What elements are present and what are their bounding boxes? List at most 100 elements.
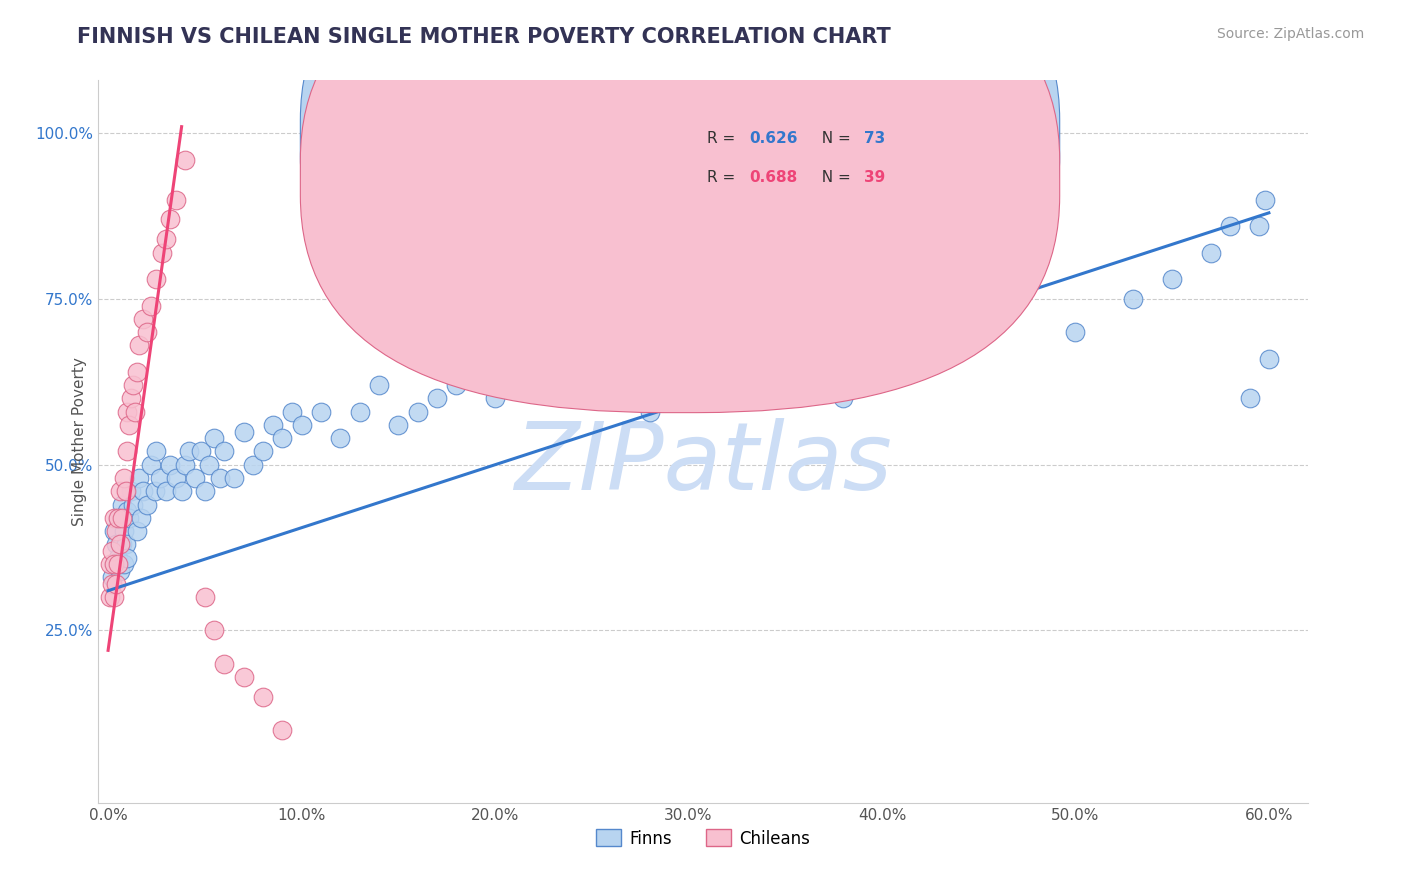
Point (108, 537, 131, 551)
Point (561, 378, 583, 392)
FancyBboxPatch shape (637, 102, 963, 211)
Text: N =: N = (811, 130, 855, 145)
Text: Source: ZipAtlas.com: Source: ZipAtlas.com (1216, 27, 1364, 41)
Point (120, 484, 142, 499)
Point (184, 471, 207, 485)
Text: 0.688: 0.688 (749, 170, 797, 186)
Text: ZIPatlas: ZIPatlas (515, 417, 891, 508)
Point (150, 245, 173, 260)
Point (108, 564, 131, 578)
Point (987, 312, 1010, 326)
Point (124, 405, 146, 419)
Point (281, 405, 304, 419)
Point (252, 444, 274, 458)
Point (149, 471, 172, 485)
Point (174, 458, 197, 472)
Point (1257, 351, 1279, 366)
Point (132, 484, 155, 499)
Point (122, 498, 145, 512)
Point (108, 484, 131, 499)
Point (103, 591, 125, 605)
Text: 73: 73 (863, 130, 884, 145)
Point (104, 524, 127, 538)
Point (139, 458, 162, 472)
Point (271, 723, 294, 737)
Point (128, 471, 150, 485)
Point (600, 365, 623, 379)
Point (155, 484, 177, 499)
Text: R =: R = (707, 130, 740, 145)
Point (523, 365, 546, 379)
FancyBboxPatch shape (301, 0, 1060, 413)
Point (107, 557, 129, 571)
Point (98, 557, 121, 571)
Point (159, 212, 181, 227)
Point (135, 325, 157, 339)
Point (114, 537, 136, 551)
Point (112, 471, 135, 485)
Text: R =: R = (707, 170, 740, 186)
Point (446, 378, 468, 392)
Point (170, 484, 193, 499)
Point (111, 510, 134, 524)
Point (1219, 219, 1241, 233)
Point (638, 405, 661, 419)
Point (232, 670, 254, 684)
Point (209, 471, 232, 485)
Point (103, 524, 125, 538)
Point (117, 405, 139, 419)
Point (127, 365, 149, 379)
Point (194, 591, 217, 605)
Point (104, 577, 127, 591)
Point (242, 458, 264, 472)
Point (484, 392, 506, 406)
Point (1254, 193, 1277, 207)
Point (114, 484, 136, 499)
Point (139, 299, 162, 313)
Point (135, 498, 157, 512)
Point (107, 510, 129, 524)
Point (111, 498, 134, 512)
Point (1199, 245, 1222, 260)
Point (111, 537, 134, 551)
Point (122, 378, 145, 392)
Point (159, 458, 181, 472)
Text: N =: N = (811, 170, 855, 186)
Point (165, 471, 187, 485)
Point (232, 425, 254, 439)
Point (406, 405, 429, 419)
Point (349, 405, 371, 419)
Point (174, 153, 197, 167)
Point (387, 417, 409, 432)
Point (107, 510, 129, 524)
Point (129, 510, 152, 524)
FancyBboxPatch shape (301, 0, 1060, 373)
Point (145, 272, 167, 286)
Point (117, 504, 139, 518)
Point (155, 232, 177, 246)
Point (117, 550, 139, 565)
Point (1064, 325, 1087, 339)
Text: FINNISH VS CHILEAN SINGLE MOTHER POVERTY CORRELATION CHART: FINNISH VS CHILEAN SINGLE MOTHER POVERTY… (77, 27, 891, 46)
Point (101, 544, 124, 558)
Point (271, 431, 294, 445)
Point (103, 510, 125, 524)
Point (118, 417, 141, 432)
Point (212, 444, 235, 458)
Point (145, 444, 167, 458)
Point (212, 657, 235, 671)
Point (197, 458, 219, 472)
Point (101, 570, 124, 584)
Point (1161, 272, 1184, 286)
Text: 0.626: 0.626 (749, 130, 797, 145)
Point (118, 510, 141, 524)
Point (117, 444, 139, 458)
Point (194, 484, 217, 499)
Point (1239, 392, 1261, 406)
Point (104, 537, 127, 551)
Point (426, 392, 449, 406)
Point (222, 471, 245, 485)
Point (716, 378, 738, 392)
Point (262, 417, 284, 432)
Legend: Finns, Chileans: Finns, Chileans (588, 821, 818, 856)
